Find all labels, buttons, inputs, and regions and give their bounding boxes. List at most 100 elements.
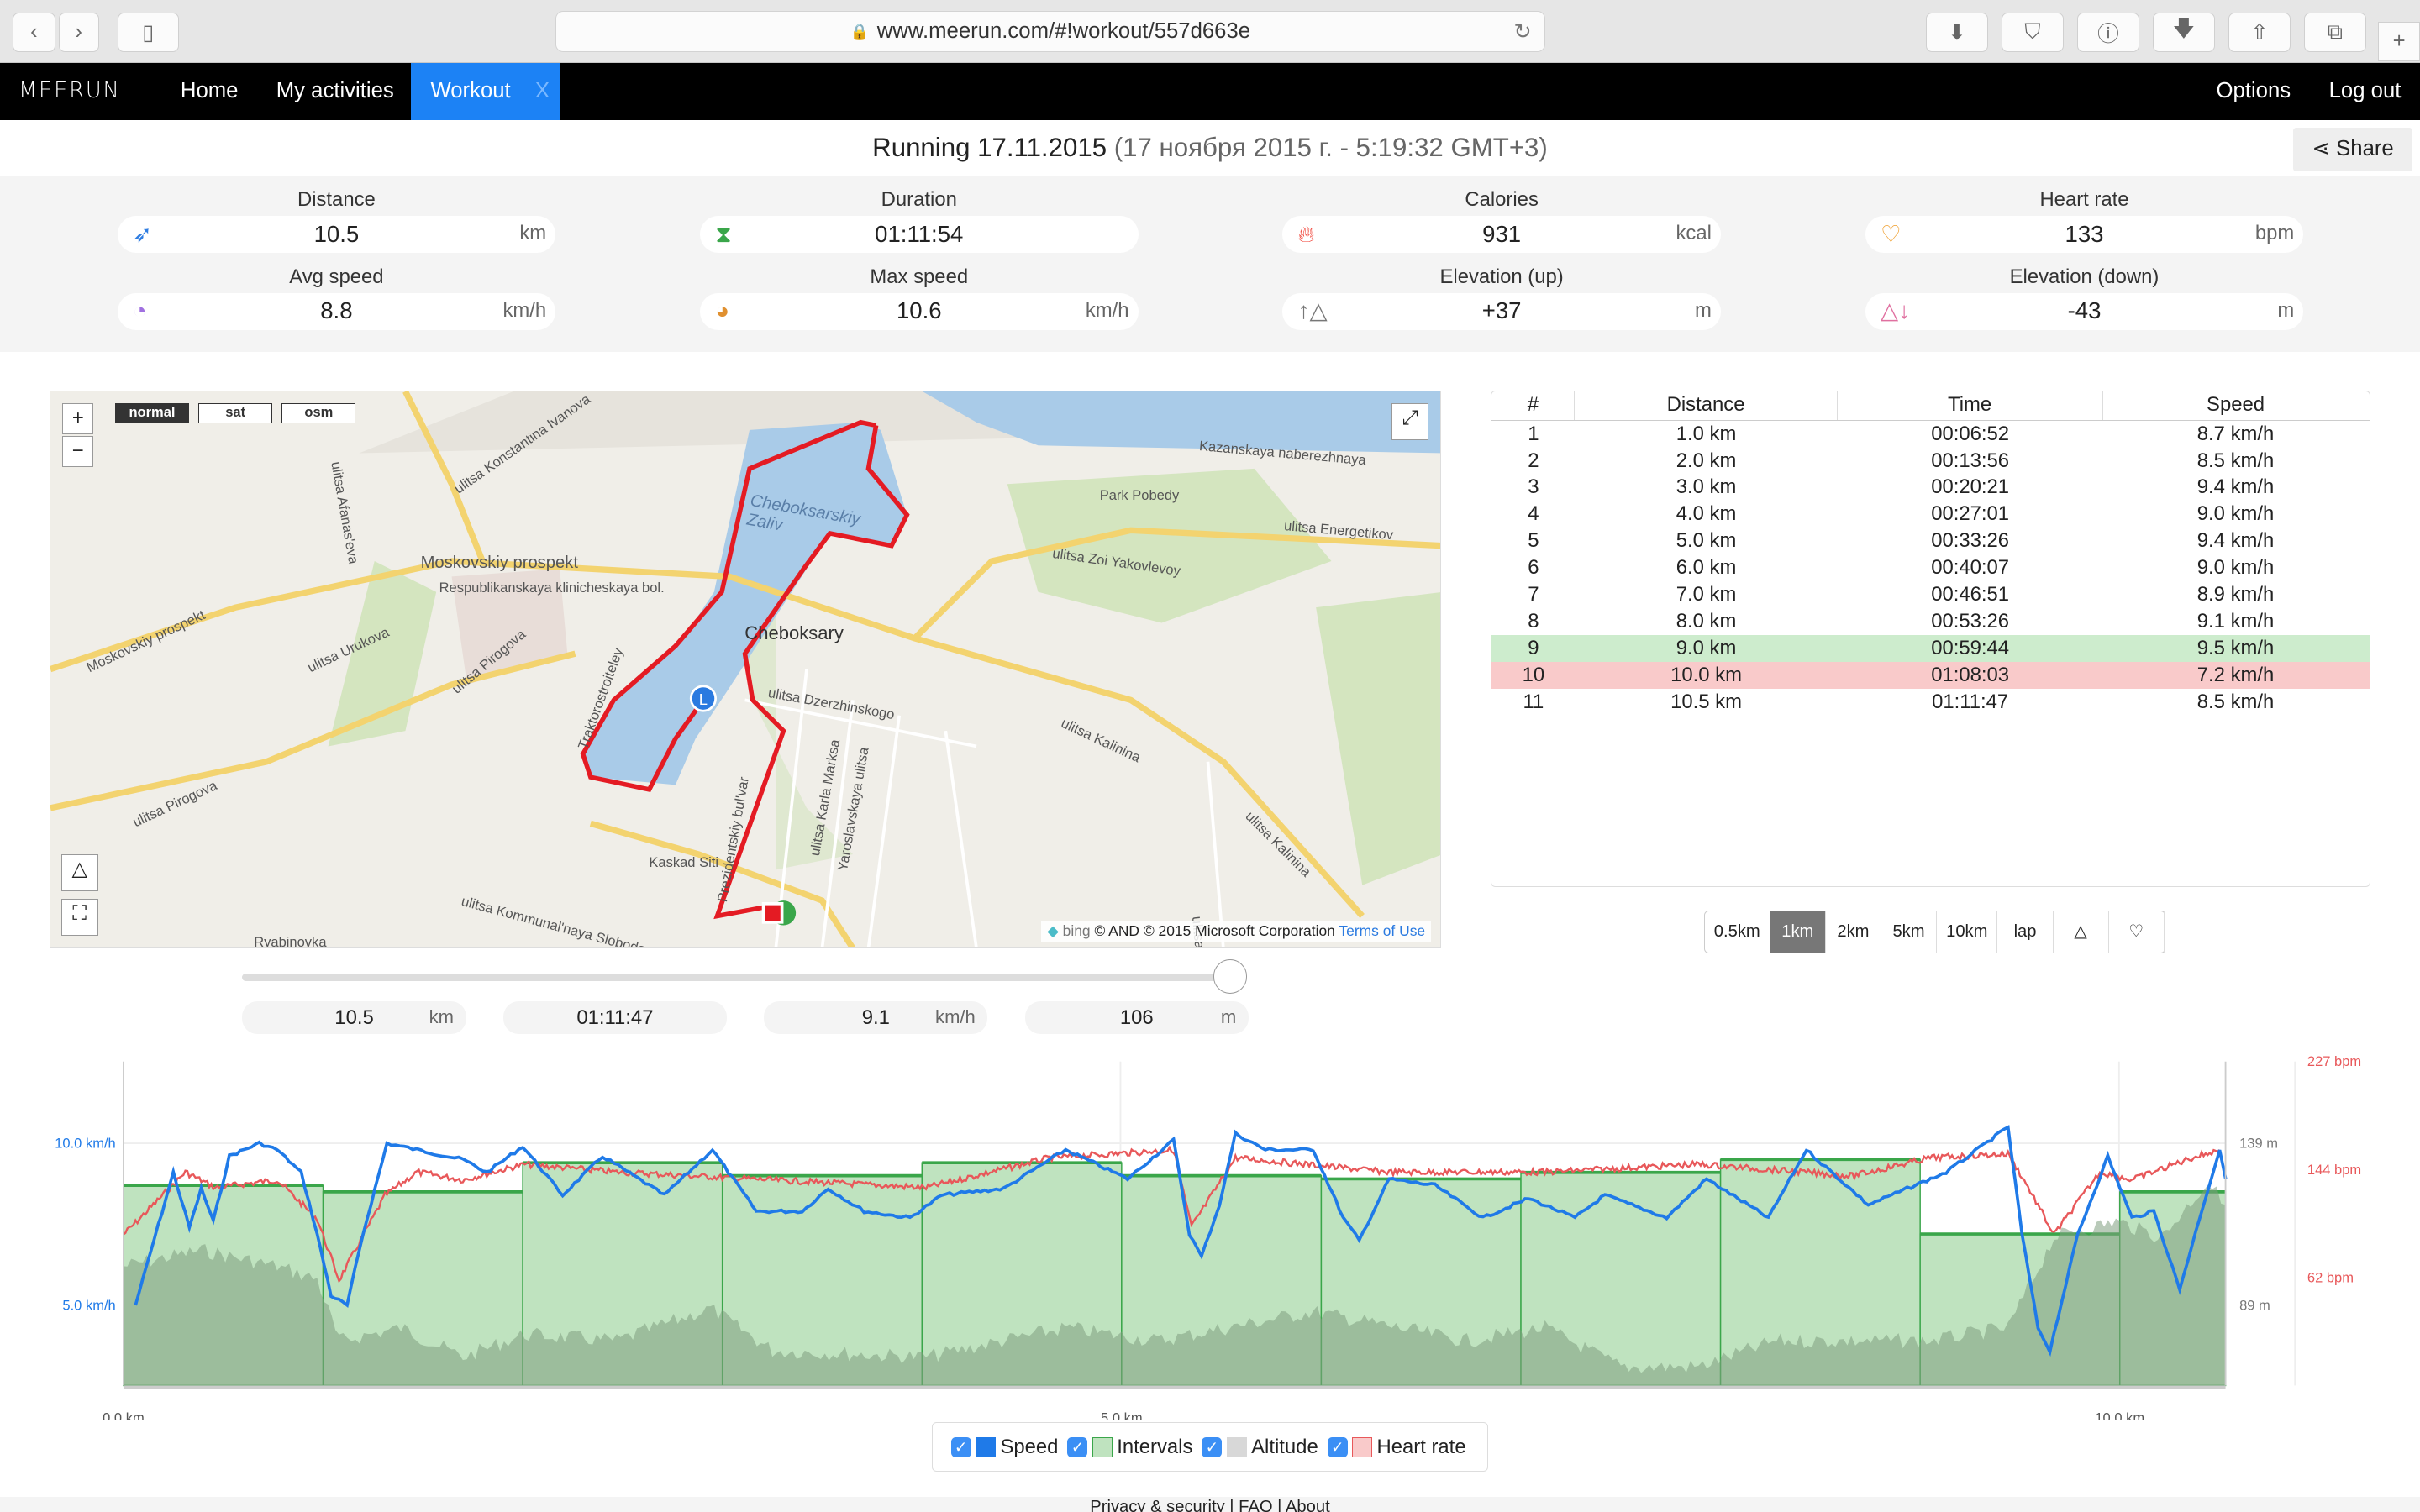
fullscreen-map-button[interactable]: ⤢ (1391, 403, 1428, 441)
footer-about-link[interactable]: About (1285, 1497, 1330, 1512)
checkbox-checked-icon[interactable]: ✓ (1327, 1436, 1348, 1457)
nav-my-activities[interactable]: My activities (276, 79, 394, 103)
reload-icon[interactable]: ↻ (1513, 19, 1532, 44)
table-row[interactable]: 1 1.0 km 00:06:52 8.7 km/h (1491, 421, 2370, 448)
fit-route-button[interactable]: ⛶ (60, 898, 98, 937)
checkbox-checked-icon[interactable]: ✓ (950, 1436, 971, 1457)
map-type-osm[interactable]: osm (281, 403, 356, 424)
table-row[interactable]: 3 3.0 km 00:20:21 9.4 km/h (1491, 474, 2370, 501)
x-tick-label: 5.0 km (1101, 1410, 1143, 1419)
nav-home[interactable]: Home (180, 79, 239, 103)
new-tab-button[interactable]: + (2378, 21, 2420, 62)
forest-area (1315, 591, 1441, 885)
position-marker[interactable] (689, 685, 717, 712)
table-row[interactable]: 2 2.0 km 00:13:56 8.5 km/h (1491, 448, 2370, 475)
address-bar[interactable]: 🔒 www.meerun.com/#!workout/557d663e ↻ (555, 10, 1545, 53)
table-row[interactable]: 9 9.0 km 00:59:44 9.5 km/h (1491, 635, 2370, 663)
stat-unit: m (2277, 299, 2295, 323)
meerun-logo[interactable]: MEERUN (18, 78, 121, 104)
table-row[interactable]: 11 10.5 km 01:11:47 8.5 km/h (1491, 689, 2370, 716)
heart-split-button[interactable]: ♡ (2109, 911, 2165, 953)
map-type-normal[interactable]: normal (114, 403, 190, 424)
plus-icon: + (2392, 29, 2406, 54)
legend-swatch (1352, 1436, 1372, 1457)
split-lap-button[interactable]: lap (1997, 911, 2054, 953)
flame-icon: 🔥︎ (1297, 220, 1315, 247)
elevation-mode-button[interactable]: △ (60, 853, 98, 891)
table-row[interactable]: 7 7.0 km 00:46:51 8.9 km/h (1491, 581, 2370, 608)
workout-title: Running 17.11.2015 (872, 133, 1107, 163)
col-header-distance[interactable]: Distance (1575, 391, 1838, 420)
footer-privacy-link[interactable]: Privacy & security (1090, 1497, 1225, 1512)
tabs-button[interactable]: ⧉ (2304, 12, 2366, 53)
workout-chart[interactable]: 0.0 km 5.0 km 10.0 km 10.0 km/h 5.0 km/h 139 … (0, 1049, 2420, 1420)
cell-number: 3 (1528, 475, 1539, 499)
hr-tick-label: 62 bpm (2307, 1269, 2354, 1285)
forward-button[interactable]: › (58, 12, 99, 53)
slider-thumb[interactable] (1213, 959, 1248, 994)
navigation-arrow-icon: ➶ (132, 220, 153, 247)
nav-options[interactable]: Options (2216, 79, 2291, 103)
stat-value-box: 🔥︎ 931 kcal (1282, 216, 1721, 254)
close-tab-icon[interactable]: X (534, 79, 550, 103)
terms-of-use-link[interactable]: Terms of Use (1339, 922, 1426, 940)
stat-value: 01:11:54 (875, 220, 964, 247)
share-button[interactable]: ⋖ Share (2293, 128, 2412, 171)
finish-marker[interactable] (761, 901, 784, 924)
pocket-button[interactable]: ⛉ (2002, 12, 2064, 53)
cell-number: 4 (1528, 502, 1539, 526)
cell-distance: 10.0 km (1670, 664, 1742, 687)
share-browser-button[interactable]: ⇧ (2228, 12, 2291, 53)
table-row[interactable]: 4 4.0 km 00:27:01 9.0 km/h (1491, 501, 2370, 528)
checkbox-checked-icon[interactable]: ✓ (1202, 1436, 1223, 1457)
back-button[interactable]: ‹ (12, 12, 56, 53)
legend-altitude[interactable]: ✓ Altitude (1202, 1436, 1318, 1459)
nav-workout-tab[interactable]: Workout X (410, 63, 560, 121)
route-map[interactable]: L ulitsa Konstantina Ivanova ulitsa Afana… (49, 390, 1442, 948)
zoom-out-button[interactable]: − (62, 435, 94, 467)
table-row[interactable]: 10 10.0 km 01:08:03 7.2 km/h (1491, 662, 2370, 690)
elevation-split-button[interactable]: △ (2054, 911, 2109, 953)
split-1km-button[interactable]: 1km (1770, 911, 1826, 953)
stat-value: 10.5 (313, 220, 360, 247)
map-type-sat[interactable]: sat (198, 403, 273, 424)
table-row[interactable]: 5 5.0 km 00:33:26 9.4 km/h (1491, 528, 2370, 554)
cell-number: 11 (1523, 690, 1544, 714)
table-row[interactable]: 6 6.0 km 00:40:07 9.0 km/h (1491, 554, 2370, 581)
bing-logo: bing (1062, 922, 1091, 940)
legend-speed[interactable]: ✓ Speed (950, 1436, 1058, 1459)
stat-unit: km (519, 222, 547, 245)
extension-button[interactable]: ⓘ (2077, 12, 2139, 53)
stat-calories: Calories 🔥︎ 931 kcal (1282, 188, 1721, 254)
elevation-icon: △ (71, 857, 87, 880)
speed-tick-label: 10.0 km/h (55, 1136, 116, 1152)
stat-value: -43 (2067, 297, 2102, 324)
split-10km-button[interactable]: 10km (1937, 911, 1998, 953)
save-button[interactable]: 🡇 (2153, 12, 2215, 53)
nav-logout[interactable]: Log out (2328, 79, 2402, 103)
map-label: Ryabinovka (254, 934, 327, 948)
col-header-speed[interactable]: Speed (2207, 392, 2265, 416)
legend-heart-rate[interactable]: ✓ Heart rate (1327, 1436, 1466, 1459)
legend-intervals[interactable]: ✓ Intervals (1067, 1436, 1192, 1459)
chevron-right-icon: › (75, 20, 82, 45)
split-0.5km-button[interactable]: 0.5km (1705, 911, 1770, 953)
readout-altitude: 106 m (1024, 1001, 1249, 1034)
info-circle-icon: ⓘ (2097, 23, 2119, 47)
map-canvas[interactable]: L (50, 391, 1442, 948)
cell-speed: 9.0 km/h (2196, 556, 2275, 580)
col-header-time[interactable]: Time (1838, 391, 2103, 420)
split-2km-button[interactable]: 2km (1826, 911, 1881, 953)
sidebar-button[interactable]: ▯ (117, 12, 180, 53)
track-position-slider[interactable] (242, 973, 1230, 982)
legend-label: Intervals (1117, 1435, 1193, 1458)
downloads-button[interactable]: ⬇ (1926, 12, 1988, 53)
stat-label: Heart rate (2039, 188, 2129, 212)
col-header-number[interactable]: # (1491, 391, 1576, 420)
checkbox-checked-icon[interactable]: ✓ (1067, 1436, 1088, 1457)
split-5km-button[interactable]: 5km (1881, 911, 1938, 953)
zoom-in-button[interactable]: + (62, 403, 94, 435)
footer-faq-link[interactable]: FAQ (1239, 1497, 1273, 1512)
cell-distance: 9.0 km (1676, 637, 1737, 660)
table-row[interactable]: 8 8.0 km 00:53:26 9.1 km/h (1491, 608, 2370, 635)
